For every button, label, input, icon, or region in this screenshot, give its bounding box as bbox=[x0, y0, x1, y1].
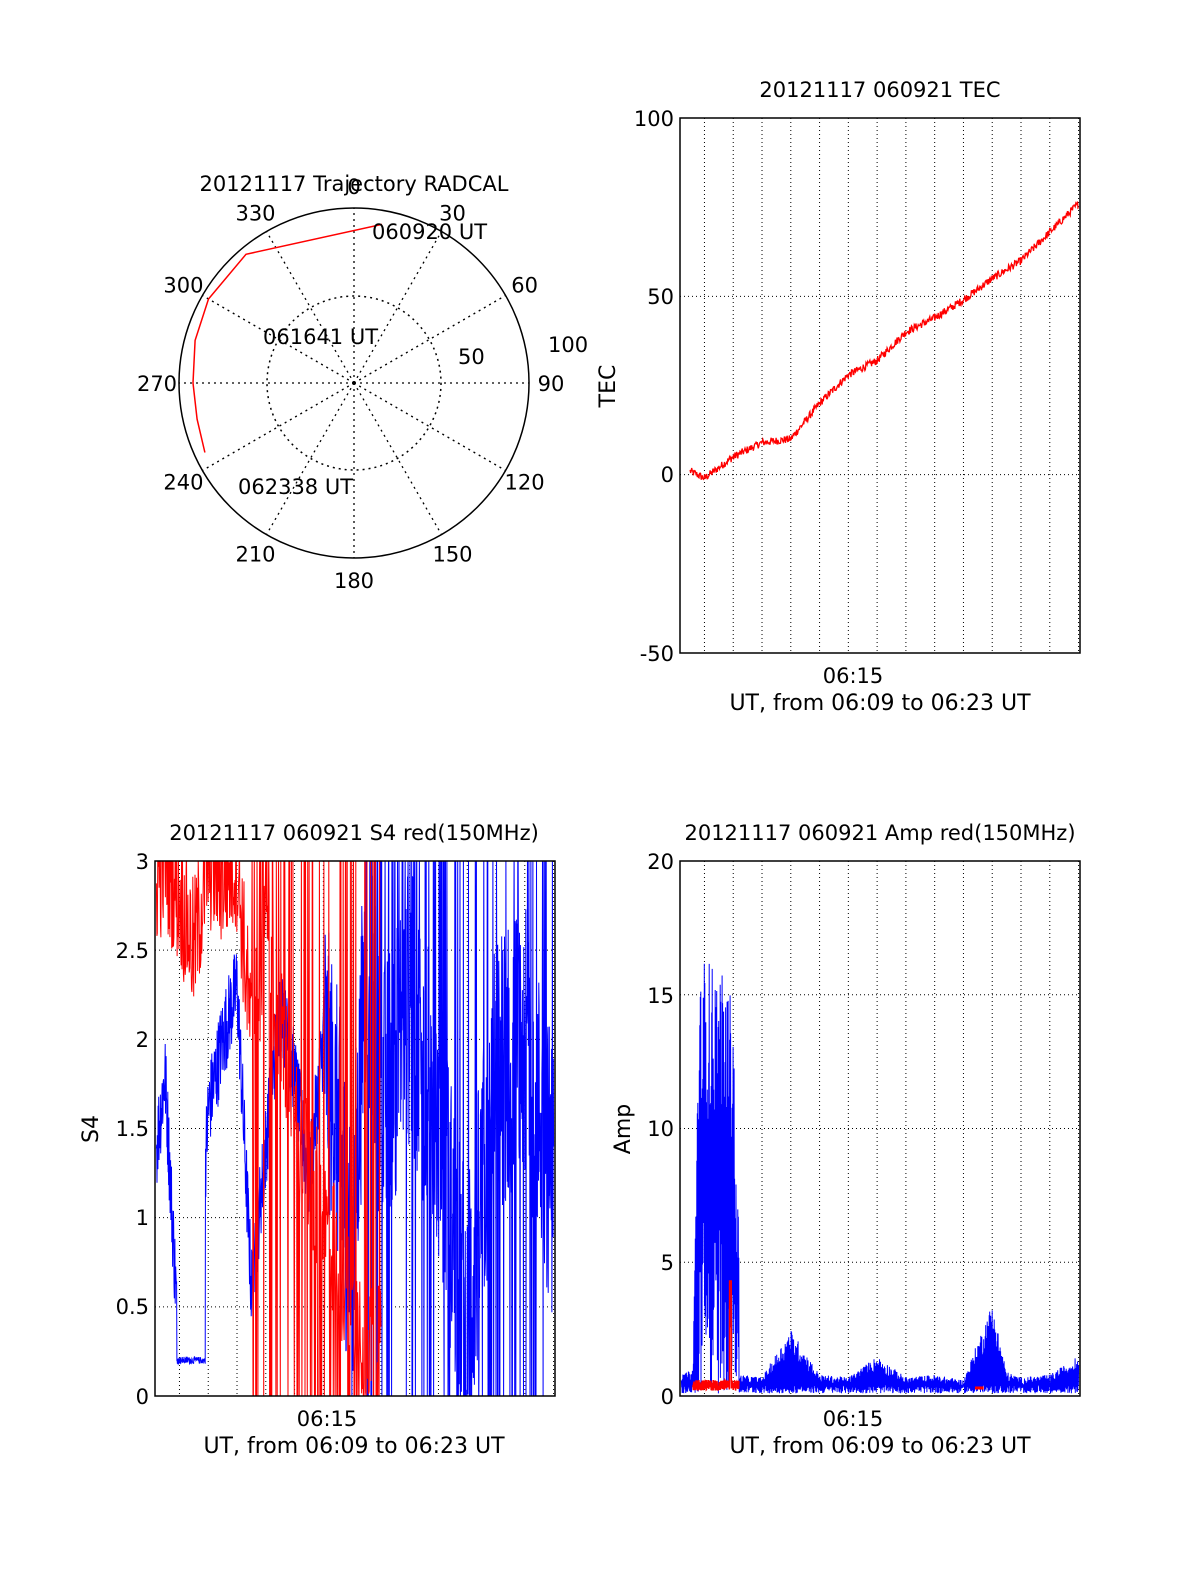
tec-title: 20121117 060921 TEC bbox=[759, 78, 1000, 102]
trajectory-radial-label-100: 100 bbox=[548, 333, 588, 357]
s4-ytick-1.5: 1.5 bbox=[116, 1117, 149, 1141]
s4-ytick-0: 0 bbox=[136, 1385, 149, 1409]
amp-ytick-5: 5 bbox=[661, 1251, 674, 1275]
s4-ytick-2: 2 bbox=[136, 1028, 149, 1052]
trajectory-spoke bbox=[353, 382, 443, 535]
tec-ytick-50: 50 bbox=[647, 285, 674, 309]
s4-ytick-3: 3 bbox=[136, 850, 149, 874]
s4-ytick-1: 1 bbox=[136, 1206, 149, 1230]
s4-series bbox=[155, 861, 555, 1396]
trajectory-spoke bbox=[353, 231, 443, 384]
tec-plot-frame bbox=[679, 117, 1081, 654]
s4-panel: 20121117 060921 S4 red(150MHz) 3 2.5 2 1… bbox=[79, 821, 556, 1459]
amp-red-trace bbox=[692, 1280, 740, 1392]
trajectory-angle-label: 150 bbox=[432, 543, 472, 567]
amp-series bbox=[680, 963, 1080, 1394]
trajectory-angle-label: 240 bbox=[163, 471, 203, 495]
trajectory-inner-circle bbox=[266, 295, 442, 471]
trajectory-angle-label: 210 bbox=[235, 543, 275, 567]
trajectory-spoke bbox=[202, 382, 355, 472]
tec-ytick-neg50: -50 bbox=[640, 642, 674, 666]
trajectory-angle-label: 300 bbox=[163, 274, 203, 298]
trajectory-spoke bbox=[353, 294, 506, 384]
tec-y-axis-label: TEC bbox=[596, 365, 621, 409]
trajectory-angle-label: 30 bbox=[439, 201, 466, 225]
trajectory-spoke bbox=[265, 382, 355, 535]
s4-plot-frame bbox=[154, 860, 556, 1397]
amp-xtick-0615: 06:15 bbox=[823, 1407, 884, 1431]
tec-xtick-0615: 06:15 bbox=[823, 664, 884, 688]
trajectory-angle-label: 180 bbox=[334, 569, 374, 593]
tec-x-axis-label: UT, from 06:09 to 06:23 UT bbox=[729, 691, 1031, 716]
trajectory-annotation-mid: 061641 UT bbox=[263, 325, 378, 349]
amp-x-axis-label: UT, from 06:09 to 06:23 UT bbox=[729, 1434, 1031, 1459]
s4-ytick-0.5: 0.5 bbox=[116, 1295, 149, 1319]
s4-red-trace bbox=[155, 861, 382, 1396]
s4-ytick-2.5: 2.5 bbox=[116, 939, 149, 963]
s4-title: 20121117 060921 S4 red(150MHz) bbox=[169, 821, 539, 845]
trajectory-spoke bbox=[202, 294, 355, 384]
trajectory-annotation-start: 060920 UT bbox=[372, 220, 487, 244]
amp-panel: 20121117 060921 Amp red(150MHz) 20 15 10… bbox=[611, 821, 1081, 1459]
trajectory-angle-label: 330 bbox=[235, 201, 275, 225]
s4-x-axis-label: UT, from 06:09 to 06:23 UT bbox=[203, 1434, 505, 1459]
amp-ytick-0: 0 bbox=[661, 1385, 674, 1409]
tec-ytick-100: 100 bbox=[634, 107, 674, 131]
amp-y-axis-label: Amp bbox=[611, 1104, 636, 1154]
trajectory-spoke bbox=[353, 382, 506, 472]
s4-xtick-0615: 06:15 bbox=[297, 1407, 358, 1431]
trajectory-angle-label: 0 bbox=[347, 175, 360, 199]
trajectory-angle-label: 60 bbox=[511, 274, 538, 298]
trajectory-angle-label: 120 bbox=[505, 471, 545, 495]
tec-panel: 20121117 060921 TEC 100 50 0 -50 TEC 06:… bbox=[596, 78, 1081, 716]
trajectory-annotation-end: 062338 UT bbox=[238, 475, 353, 499]
trajectory-angle-label: 90 bbox=[538, 372, 565, 396]
trajectory-angle-labels: 0 30 60 90 120 150 180 210 240 270 300 330 bbox=[137, 175, 564, 593]
trajectory-line bbox=[192, 223, 383, 453]
amp-plot-frame bbox=[679, 860, 1081, 1397]
trajectory-angle-label: 270 bbox=[137, 372, 177, 396]
tec-ytick-0: 0 bbox=[661, 463, 674, 487]
trajectory-spokes bbox=[179, 208, 529, 558]
amp-ytick-20: 20 bbox=[647, 850, 674, 874]
trajectory-radial-label-50: 50 bbox=[458, 345, 485, 369]
amp-ytick-10: 10 bbox=[647, 1117, 674, 1141]
s4-y-axis-label: S4 bbox=[79, 1115, 104, 1143]
amp-title: 20121117 060921 Amp red(150MHz) bbox=[684, 821, 1075, 845]
trajectory-spoke bbox=[265, 231, 355, 384]
amp-ytick-15: 15 bbox=[647, 984, 674, 1008]
tec-series-line bbox=[689, 201, 1080, 481]
amp-grid bbox=[680, 861, 1080, 1396]
tec-grid bbox=[680, 117, 1080, 654]
amp-blue-trace bbox=[680, 963, 1080, 1394]
trajectory-panel: 20121117 Trajectory RADCAL 0 30 60 90 120 150… bbox=[137, 172, 588, 593]
trajectory-title: 20121117 Trajectory RADCAL bbox=[200, 172, 509, 196]
